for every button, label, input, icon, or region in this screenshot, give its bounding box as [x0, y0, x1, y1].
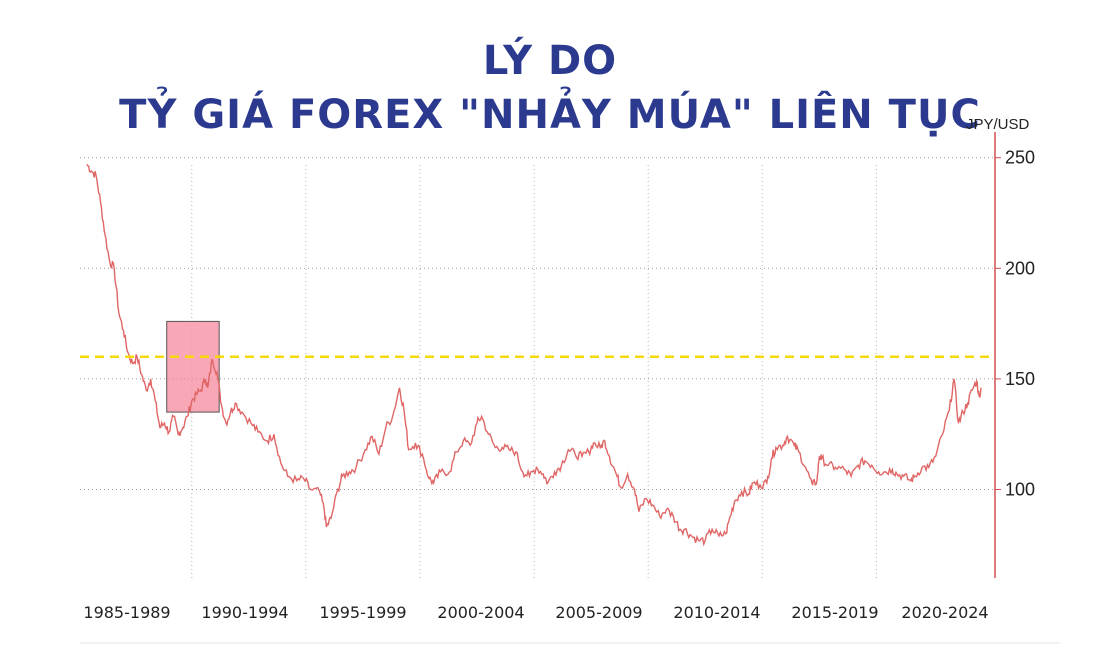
x-tick-label-1: 1990-1994: [201, 603, 288, 622]
y-tick-label-100: 100: [1005, 480, 1035, 500]
x-tick-label-0: 1985-1989: [83, 603, 170, 622]
y-tick-label-250: 250: [1005, 148, 1035, 168]
y-axis-unit-label: JPY/USD: [966, 116, 1030, 133]
series-line-jpy-usd: [86, 163, 982, 547]
x-tick-label-2: 1995-1999: [319, 603, 406, 622]
x-tick-label-5: 2010-2014: [673, 603, 760, 622]
vertical-grid: [191, 165, 877, 578]
x-tick-label-3: 2000-2004: [437, 603, 524, 622]
x-tick-label-4: 2005-2009: [555, 603, 642, 622]
x-tick-label-6: 2015-2019: [791, 603, 878, 622]
x-tick-labels: 1985-1989 1990-1994 1995-1999 2000-2004 2005…: [83, 603, 988, 622]
y-tick-label-200: 200: [1005, 258, 1035, 278]
title-line-1: LÝ DO: [482, 38, 618, 84]
grid: [80, 157, 995, 491]
y-tick-labels: 100 150 200 250: [995, 148, 1035, 500]
title-line-2: TỶ GIÁ FOREX "NHẢY MÚA" LIÊN TỤC: [119, 92, 981, 138]
y-tick-label-150: 150: [1005, 369, 1035, 389]
x-tick-label-7: 2020-2024: [901, 603, 988, 622]
